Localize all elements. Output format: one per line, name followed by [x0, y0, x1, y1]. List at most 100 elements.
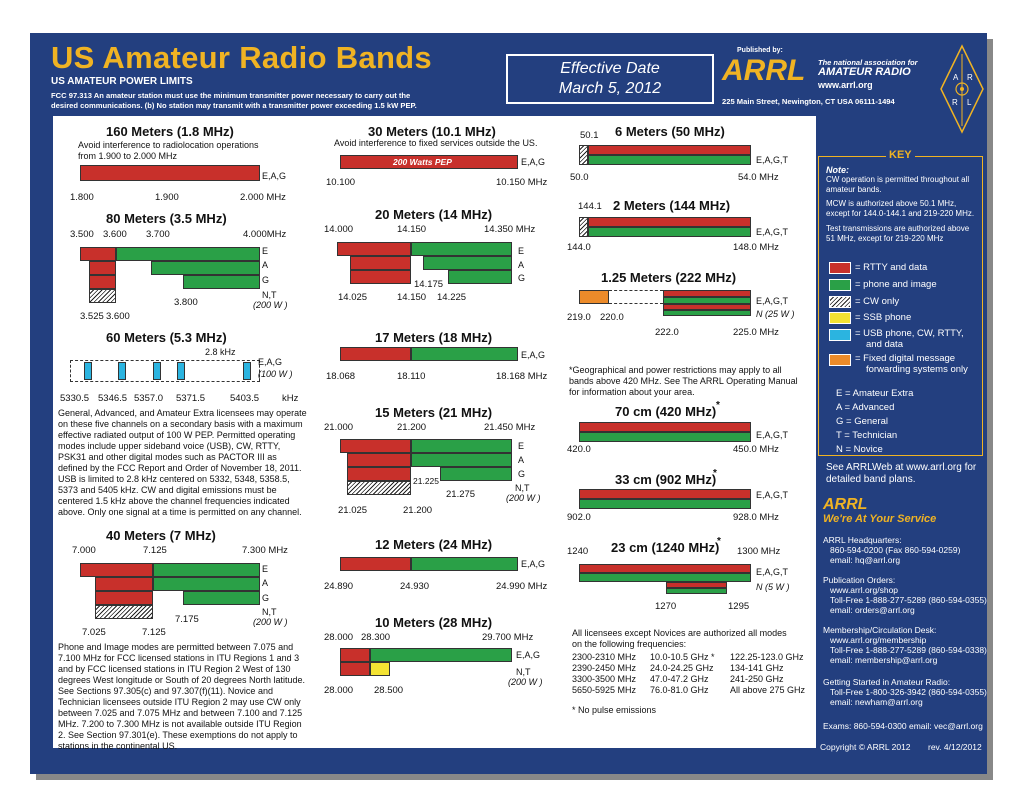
band-30m-lic: E,A,G [521, 157, 546, 167]
key-title: KEY [886, 149, 915, 161]
start-heading: Getting Started in Amateur Radio: [823, 677, 951, 687]
fcc-line-1: FCC 97.313 An amateur station must use t… [51, 91, 411, 100]
member-email: email: membership@arrl.org [830, 655, 938, 665]
all-modes-cell: 24.0-24.25 GHz [650, 663, 714, 673]
all-modes-cell: 5650-5925 MHz [572, 685, 637, 695]
band-20m-lic-e: E [518, 246, 525, 256]
band-125m-fixed [579, 290, 609, 304]
band-70cm-star: * [716, 400, 720, 411]
band-15m-lic-e: E [518, 441, 525, 451]
pub-email: email: orders@arrl.org [830, 605, 915, 615]
band-23cm-n-data [666, 582, 727, 588]
band-70cm-phone [579, 432, 751, 442]
band-10m-lic-eag: E,A,G [516, 650, 541, 660]
band-160m-bar [80, 165, 260, 181]
pub-url[interactable]: www.arrl.org/shop [830, 585, 899, 595]
band-15m-title: 15 Meters (21 MHz) [375, 405, 493, 420]
all-modes-cell: 134-141 GHz [730, 663, 784, 673]
band-23cm-data [579, 564, 751, 573]
legend-phone-swatch [829, 279, 851, 291]
class-extra: E = Amateur Extra [836, 388, 914, 399]
band-70cm-title: 70 cm (420 MHz) [615, 404, 717, 419]
band-17m-tick-2: 18.110 [397, 371, 426, 382]
pub-heading: Publication Orders: [823, 575, 896, 585]
band-80m-lic-g: G [262, 275, 270, 285]
band-40m-lic-nt: N,T [262, 607, 277, 617]
all-modes-cell: 76.0-81.0 GHz [650, 685, 709, 695]
band-125m-tick-right-1: 222.0 [655, 327, 679, 338]
all-modes-cell: 2300-2310 MHz [572, 652, 637, 662]
power-limits-heading: US AMATEUR POWER LIMITS [51, 76, 193, 87]
band-60m-channel-4 [177, 362, 185, 380]
logo-letter-r1: R [967, 73, 973, 82]
band-40m-tick-top-2: 7.125 [143, 545, 167, 556]
band-30m-title: 30 Meters (10.1 MHz) [368, 124, 496, 139]
band-20m-tick-bottom-2: 14.150 [397, 292, 427, 303]
band-33cm-star: * [713, 468, 717, 479]
band-125m-lic-2: N (25 W ) [756, 309, 795, 319]
legend-usb-label: = USB phone, CW, RTTY, [855, 328, 964, 339]
all-modes-intro-2: on the following frequencies: [572, 639, 687, 649]
band-6m-tick-top: 50.1 [580, 130, 599, 141]
band-2m-cw [579, 217, 588, 237]
effective-date: March 5, 2012 [558, 80, 662, 97]
legend-cw-label: = CW only [855, 296, 900, 307]
legend-usb-label-2: and data [866, 339, 903, 350]
band-12m-phone [411, 557, 518, 571]
band-23cm-star: * [717, 536, 721, 547]
band-10m-eag-phone [370, 648, 512, 662]
member-heading: Membership/Circulation Desk: [823, 625, 937, 635]
band-20m-e-phone [411, 242, 512, 256]
band-6m-cw [579, 145, 588, 165]
start-phone: Toll-Free 1-800-326-3942 (860-594-0355) [830, 687, 987, 697]
band-125m-title: 1.25 Meters (222 MHz) [601, 270, 737, 285]
band-10m-tick-bottom-2: 28.500 [374, 685, 404, 696]
band-23cm-tick-bottom-1: 1270 [655, 601, 677, 612]
all-modes-cell: 3300-3500 MHz [572, 674, 637, 684]
band-60m-channel-1 [84, 362, 92, 380]
address: 225 Main Street, Newington, CT USA 06111… [722, 97, 895, 106]
hq-email: email: hq@arrl.org [830, 555, 901, 565]
all-modes-cell: 10.0-10.5 GHz * [650, 652, 715, 662]
see-arrlweb-2: detailed band plans. [826, 474, 916, 485]
band-10m-tick-bottom-1: 28.000 [324, 685, 354, 696]
band-40m-nt-cw [95, 605, 153, 619]
band-60m-channel-2 [118, 362, 126, 380]
legend-rtty-label: = RTTY and data [855, 262, 928, 273]
band-60m-bandwidth: 2.8 kHz [205, 347, 236, 357]
assoc-line-1: The national association for [818, 58, 918, 67]
band-40m-tick-bottom-2: 7.125 [142, 627, 166, 638]
class-advanced: A = Advanced [836, 402, 895, 413]
band-40m-note: Phone and Image modes are permitted betw… [58, 642, 305, 751]
band-15m-lic-nt: N,T [515, 483, 530, 493]
all-modes-cell: All above 275 GHz [730, 685, 806, 695]
band-2m-tick-top: 144.1 [578, 201, 602, 212]
band-12m-lic: E,A,G [521, 559, 546, 569]
all-modes-cell: 47.0-47.2 GHz [650, 674, 709, 684]
key-note-2: MCW is authorized above 50.1 MHz, except… [826, 199, 975, 218]
band-15m-a-phone [411, 453, 512, 467]
pub-phone: Toll-Free 1-888-277-5289 (860-594-0355) [830, 595, 987, 605]
band-40m-a-phone [153, 577, 260, 591]
band-15m-g-phone [440, 467, 512, 481]
band-10m-nt-ssb [370, 662, 390, 676]
band-80m-tick-bottom-2: 3.600 [106, 311, 130, 322]
band-160m-title: 160 Meters (1.8 MHz) [106, 124, 234, 139]
band-40m-g-phone [183, 591, 260, 605]
key-note-head: Note: [826, 165, 849, 175]
band-23cm-lic-2: N (5 W ) [756, 582, 790, 592]
band-20m-a-phone [423, 256, 512, 270]
band-160m-lic: E,A,G [262, 171, 287, 181]
see-arrlweb-1: See ARRLWeb at www.arrl.org for [826, 462, 977, 473]
member-url[interactable]: www.arrl.org/membership [830, 635, 927, 645]
band-6m-data [588, 145, 751, 155]
band-125m-lic-1: E,A,G,T [756, 296, 789, 306]
band-125m-tick-left-1: 219.0 [567, 312, 591, 323]
band-80m-nt-cw [89, 289, 116, 303]
band-2m-tick-1: 144.0 [567, 242, 591, 253]
band-60m-channel-5 [243, 362, 251, 380]
band-23cm-title: 23 cm (1240 MHz) [611, 540, 720, 555]
band-33cm-title: 33 cm (902 MHz) [615, 472, 717, 487]
band-10m-tick-top-1: 28.000 [324, 632, 354, 643]
band-60m-channel-3 [153, 362, 161, 380]
